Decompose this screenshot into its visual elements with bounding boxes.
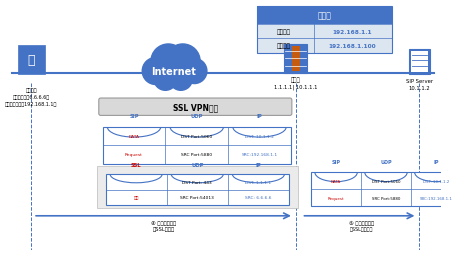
Text: SRC: 6.6.6.6: SRC: 6.6.6.6 [245, 196, 272, 200]
Circle shape [182, 59, 207, 84]
Text: UDP: UDP [191, 113, 203, 118]
Text: 10.1.1.2: 10.1.1.2 [409, 85, 430, 90]
Text: DST: 10.1.1.2: DST: 10.1.1.2 [423, 179, 449, 183]
FancyBboxPatch shape [99, 99, 292, 116]
FancyBboxPatch shape [284, 45, 307, 74]
FancyBboxPatch shape [410, 52, 428, 73]
Text: DST Port: 443: DST Port: 443 [183, 180, 212, 184]
Text: SIP Server: SIP Server [406, 78, 433, 83]
FancyBboxPatch shape [257, 7, 392, 25]
FancyBboxPatch shape [18, 46, 45, 75]
Text: UDP: UDP [191, 162, 203, 167]
Circle shape [169, 68, 193, 91]
Circle shape [154, 68, 177, 91]
Text: SIP: SIP [332, 160, 341, 164]
Text: SRC Port:5880: SRC Port:5880 [181, 153, 212, 157]
Text: 192.168.1.100: 192.168.1.100 [328, 44, 376, 49]
Text: SIP: SIP [129, 113, 139, 118]
FancyBboxPatch shape [97, 166, 298, 208]
Text: DST: 10.1.1.2: DST: 10.1.1.2 [245, 135, 274, 139]
Text: 结束地址: 结束地址 [277, 43, 291, 49]
Text: SRC:192.168.1.1: SRC:192.168.1.1 [241, 153, 278, 157]
Text: （SSL解封装）: （SSL解封装） [350, 227, 373, 231]
Text: IP: IP [256, 113, 262, 118]
Text: SRC:192.168.1.1: SRC:192.168.1.1 [419, 196, 452, 200]
FancyBboxPatch shape [257, 7, 392, 53]
Text: IP: IP [433, 160, 439, 164]
Text: 192.168.1.1: 192.168.1.1 [332, 29, 371, 35]
Text: SSL: SSL [131, 162, 141, 167]
Text: 1.1.1.1| 10.1.1.1: 1.1.1.1| 10.1.1.1 [274, 84, 318, 90]
Text: DATA: DATA [331, 179, 341, 183]
Text: IP: IP [255, 162, 261, 167]
Text: DST: 1.1.1.1: DST: 1.1.1.1 [246, 180, 271, 184]
Text: SRC Port:54013: SRC Port:54013 [180, 196, 214, 200]
Text: SRC Port:5880: SRC Port:5880 [372, 196, 400, 200]
Circle shape [142, 58, 169, 85]
Text: DATA: DATA [129, 135, 140, 139]
FancyBboxPatch shape [103, 128, 291, 164]
Circle shape [151, 45, 186, 80]
Text: Internet: Internet [151, 67, 196, 77]
Text: ④ 业务请求报文: ④ 业务请求报文 [151, 220, 176, 225]
Text: 🚶: 🚶 [28, 54, 35, 67]
Text: UDP: UDP [380, 160, 392, 164]
FancyBboxPatch shape [292, 47, 300, 72]
Text: （SSL封装）: （SSL封装） [152, 227, 174, 231]
Text: 加密: 加密 [134, 196, 139, 200]
Text: 起始地址: 起始地址 [277, 29, 291, 35]
Text: DST Port:5060: DST Port:5060 [372, 179, 400, 183]
Text: DST Port:5060: DST Port:5060 [181, 135, 212, 139]
FancyBboxPatch shape [311, 173, 453, 206]
Text: 地址池: 地址池 [318, 12, 332, 21]
FancyBboxPatch shape [409, 50, 430, 75]
Text: SSL VPN隔道: SSL VPN隔道 [173, 103, 218, 112]
Text: 防火墙: 防火墙 [291, 77, 301, 83]
Circle shape [165, 45, 200, 80]
FancyBboxPatch shape [106, 174, 289, 205]
Text: ⑤ 业务请求报文: ⑤ 业务请求报文 [349, 220, 374, 225]
Text: 远程用户
（公网地址：6.6.6.6）
虚拟网卡地址：192.168.1.1）: 远程用户 （公网地址：6.6.6.6） 虚拟网卡地址：192.168.1.1） [5, 88, 58, 106]
Text: Request: Request [125, 153, 143, 157]
Text: Request: Request [328, 196, 344, 200]
